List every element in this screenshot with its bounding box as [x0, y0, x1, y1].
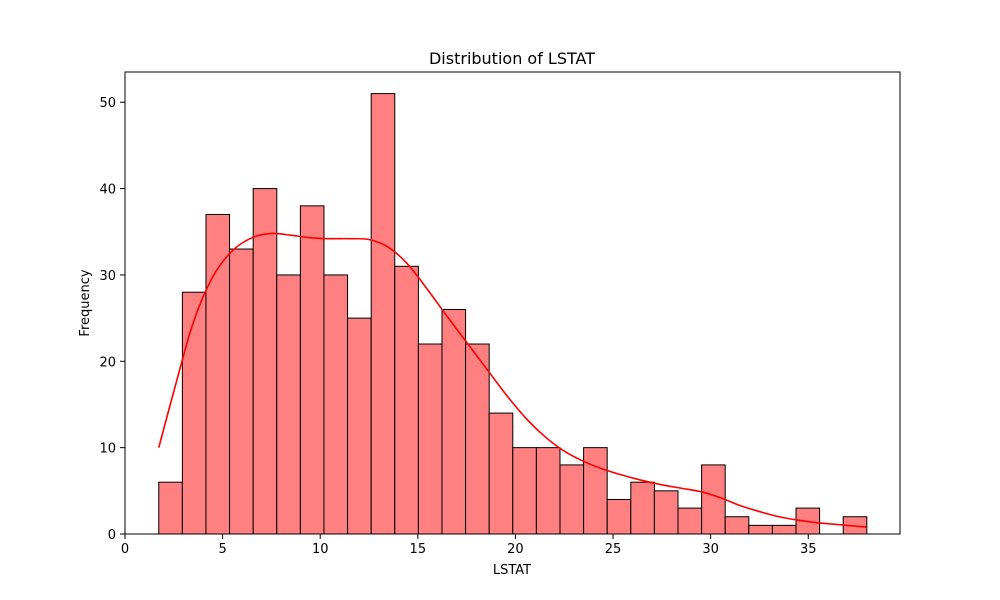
kde-curve — [157, 232, 867, 528]
histogram-bar — [205, 213, 231, 535]
histogram-bar — [323, 274, 349, 535]
histogram-bar — [488, 412, 514, 535]
plot-frame — [124, 71, 901, 535]
histogram-bar — [158, 481, 183, 535]
y-tick-label: 50 — [99, 96, 116, 111]
y-tick-label: 20 — [99, 355, 116, 370]
x-tick-label: 25 — [605, 542, 622, 557]
x-tick-label: 0 — [121, 542, 129, 557]
x-tick-label: 35 — [800, 542, 817, 557]
kde-curve-group — [157, 232, 867, 528]
histogram-bar — [512, 447, 537, 535]
histogram-bar — [771, 524, 797, 535]
histogram-bar — [276, 274, 301, 535]
histogram-bar — [394, 265, 419, 535]
histogram-bar — [724, 516, 750, 535]
histogram-bar — [677, 507, 703, 535]
histogram-bar — [465, 343, 490, 535]
x-tick-label: 15 — [410, 542, 427, 557]
histogram-bar — [748, 524, 773, 535]
histogram-bar — [229, 248, 254, 535]
histogram-bar — [630, 481, 655, 535]
y-axis: 0 10 20 30 40 50 — [99, 96, 125, 543]
histogram-bar — [535, 447, 561, 535]
x-tick-label: 5 — [218, 542, 226, 557]
x-axis: 0 5 10 15 20 25 30 35 — [121, 534, 817, 557]
histogram-bar — [701, 464, 726, 535]
histogram-bar — [347, 317, 372, 535]
histogram-bar — [181, 291, 207, 535]
histogram-bar — [653, 490, 679, 535]
x-axis-label: LSTAT — [493, 563, 531, 578]
histogram-bar — [417, 343, 443, 535]
x-tick-label: 10 — [312, 542, 329, 557]
histogram-bar — [559, 464, 585, 535]
histogram-bar — [370, 93, 396, 535]
x-tick-label: 20 — [507, 542, 524, 557]
histogram-bars — [158, 93, 868, 535]
y-tick-label: 30 — [99, 269, 116, 284]
histogram-bar — [583, 447, 608, 535]
histogram-bar — [441, 308, 467, 535]
y-tick-label: 40 — [99, 183, 116, 198]
y-axis-label: Frequency — [78, 269, 93, 336]
histogram-bar — [299, 205, 325, 535]
histogram-bar — [606, 498, 632, 535]
y-tick-label: 10 — [99, 442, 116, 457]
x-tick-label: 30 — [702, 542, 719, 557]
y-tick-label: 0 — [108, 528, 116, 543]
histogram-bar — [252, 188, 278, 535]
chart-title: Distribution of LSTAT — [429, 49, 595, 68]
